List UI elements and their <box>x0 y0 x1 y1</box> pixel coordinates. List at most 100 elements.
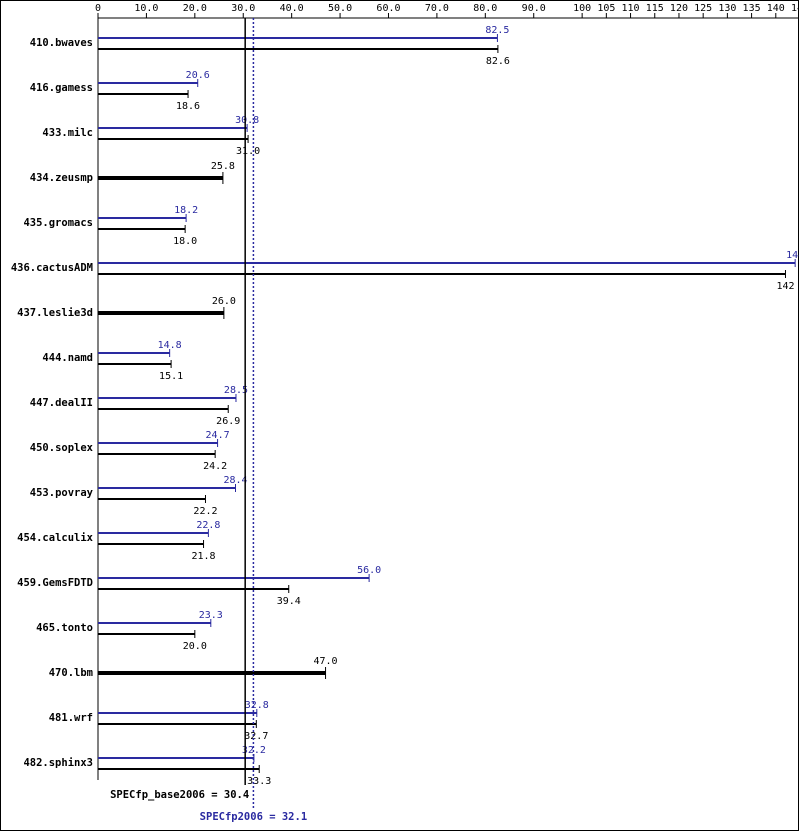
bar <box>98 543 204 545</box>
x-tick-label: 90.0 <box>522 3 546 14</box>
bar <box>98 408 229 410</box>
bar <box>98 176 223 180</box>
bar <box>98 442 218 444</box>
bar <box>98 48 498 50</box>
benchmark-label: 444.namd <box>42 352 93 364</box>
benchmark-label: 435.gromacs <box>23 217 93 229</box>
bar <box>98 723 257 725</box>
value-label: 142 <box>776 281 794 292</box>
value-label: 21.8 <box>191 551 215 562</box>
bar <box>98 498 206 500</box>
value-label: 18.6 <box>176 101 200 112</box>
value-label: 56.0 <box>357 565 381 576</box>
x-tick-label: 105 <box>597 3 615 14</box>
bar <box>98 532 209 534</box>
x-tick-label: 20.0 <box>183 3 207 14</box>
bar <box>98 228 186 230</box>
bar <box>98 352 170 354</box>
value-label: 47.0 <box>313 656 337 667</box>
bar <box>98 633 195 635</box>
x-tick-label: 145 <box>791 3 799 14</box>
benchmark-label: 433.milc <box>42 127 93 139</box>
benchmark-label: 459.GemsFDTD <box>17 577 93 589</box>
x-tick-label: 140 <box>767 3 785 14</box>
value-label: 18.2 <box>174 205 198 216</box>
bar <box>98 82 198 84</box>
benchmark-label: 450.soplex <box>30 442 94 454</box>
bar <box>98 127 248 129</box>
value-label: 82.5 <box>485 25 509 36</box>
value-label: 32.8 <box>245 700 269 711</box>
bar <box>98 577 370 579</box>
x-tick-label: 115 <box>646 3 664 14</box>
value-label: 30.8 <box>235 115 259 126</box>
benchmark-label: 447.dealII <box>30 397 93 409</box>
bar <box>98 93 189 95</box>
value-label: 32.7 <box>244 731 268 742</box>
benchmark-label: 465.tonto <box>36 622 93 634</box>
value-label: 15.1 <box>159 371 183 382</box>
benchmark-label: 434.zeusmp <box>30 172 93 184</box>
bar <box>98 37 498 39</box>
benchmark-label: 470.lbm <box>49 667 93 679</box>
x-tick-label: 60.0 <box>376 3 400 14</box>
benchmark-label: 416.gamess <box>30 82 93 94</box>
value-label: 26.9 <box>216 416 240 427</box>
value-label: 82.6 <box>486 56 510 67</box>
value-label: 22.8 <box>196 520 220 531</box>
benchmark-label: 436.cactusADM <box>11 262 93 274</box>
x-tick-label: 40.0 <box>280 3 304 14</box>
benchmark-label: 454.calculix <box>17 532 94 544</box>
benchmark-label: 481.wrf <box>49 712 93 724</box>
reference-label: SPECfp_base2006 = 30.4 <box>110 789 249 801</box>
bar <box>98 671 326 675</box>
x-tick-label: 80.0 <box>473 3 497 14</box>
value-label: 14.8 <box>158 340 182 351</box>
bar <box>98 588 289 590</box>
reference-label: SPECfp2006 = 32.1 <box>200 811 307 823</box>
value-label: 18.0 <box>173 236 197 247</box>
value-label: 24.2 <box>203 461 227 472</box>
bar <box>98 217 187 219</box>
x-tick-label: 130 <box>718 3 736 14</box>
value-label: 28.5 <box>224 385 248 396</box>
x-tick-label: 125 <box>694 3 712 14</box>
benchmark-label: 482.sphinx3 <box>23 757 93 769</box>
x-tick-label: 120 <box>670 3 688 14</box>
bar <box>98 712 257 714</box>
x-tick-label: 70.0 <box>425 3 449 14</box>
x-tick-label: 50.0 <box>328 3 352 14</box>
bar <box>98 622 211 624</box>
bar <box>98 757 254 759</box>
benchmark-label: 437.leslie3d <box>17 307 93 319</box>
x-tick-label: 0 <box>95 3 101 14</box>
bar <box>98 262 796 264</box>
bar <box>98 397 236 399</box>
benchmark-label: 410.bwaves <box>30 37 93 49</box>
value-label: 26.0 <box>212 296 236 307</box>
x-tick-label: 135 <box>743 3 761 14</box>
bar <box>98 487 236 489</box>
x-tick-label: 30.0 <box>231 3 255 14</box>
x-tick-label: 10.0 <box>134 3 158 14</box>
bar <box>98 453 216 455</box>
bar <box>98 273 786 275</box>
x-tick-label: 110 <box>622 3 640 14</box>
bar <box>98 138 249 140</box>
value-label: 24.7 <box>206 430 230 441</box>
value-label: 20.0 <box>183 641 207 652</box>
value-label: 144 <box>786 250 799 261</box>
value-label: 23.3 <box>199 610 223 621</box>
value-label: 22.2 <box>193 506 217 517</box>
bar <box>98 311 224 315</box>
bar <box>98 768 260 770</box>
value-label: 39.4 <box>277 596 301 607</box>
value-label: 31.0 <box>236 146 260 157</box>
x-tick-label: 100 <box>573 3 591 14</box>
bar <box>98 363 172 365</box>
value-label: 28.4 <box>223 475 247 486</box>
value-label: 20.6 <box>186 70 210 81</box>
value-label: 25.8 <box>211 161 235 172</box>
